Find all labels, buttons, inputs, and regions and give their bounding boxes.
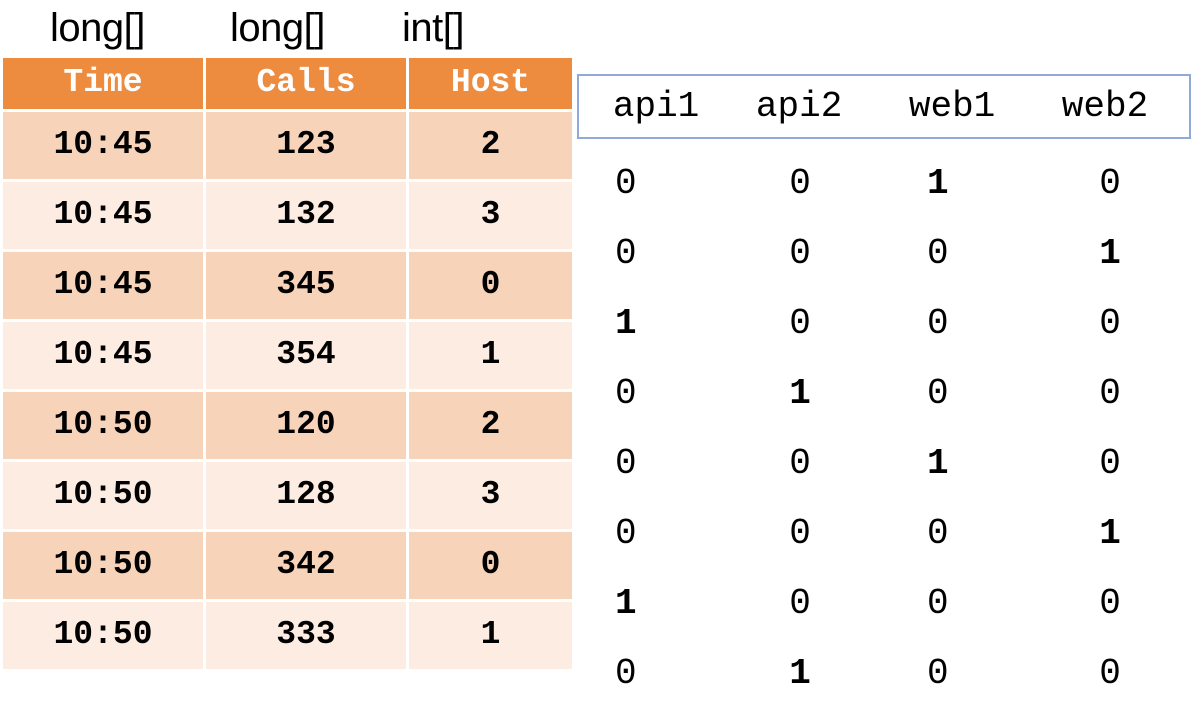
table-cell: 10:45 — [3, 322, 203, 389]
onehot-cell: 0 — [585, 653, 725, 694]
table-cell: 342 — [206, 532, 406, 599]
table-cell: 0 — [409, 252, 572, 319]
table-row: 10:501283 — [3, 462, 572, 529]
onehot-cell: 0 — [1035, 163, 1185, 204]
table-cell: 333 — [206, 602, 406, 669]
onehot-cell: 0 — [875, 233, 1035, 274]
onehot-cell: 0 — [585, 513, 725, 554]
type-label-host: int[] — [402, 6, 552, 55]
onehot-row: 0100 — [577, 653, 1191, 723]
type-label-calls: long[] — [230, 6, 402, 55]
onehot-cell: 1 — [585, 303, 725, 344]
col-header-calls: Calls — [206, 58, 406, 109]
onehot-cell: 0 — [1035, 583, 1185, 624]
onehot-col-api2: api2 — [725, 86, 873, 127]
onehot-cell: 0 — [585, 443, 725, 484]
onehot-cell: 0 — [585, 163, 725, 204]
left-panel: long[] long[] int[] Time Calls Host 10:4… — [0, 0, 575, 672]
onehot-cell: 0 — [725, 303, 875, 344]
onehot-cell: 0 — [725, 583, 875, 624]
table-cell: 10:50 — [3, 532, 203, 599]
onehot-panel: api1 api2 web1 web2 00100001100001000010… — [577, 74, 1191, 723]
onehot-row: 1000 — [577, 583, 1191, 653]
table-cell: 0 — [409, 532, 572, 599]
table-cell: 345 — [206, 252, 406, 319]
onehot-cell: 1 — [875, 163, 1035, 204]
table-row: 10:501202 — [3, 392, 572, 459]
onehot-cell: 0 — [875, 583, 1035, 624]
onehot-body: 00100001100001000010000110000100 — [577, 139, 1191, 723]
onehot-cell: 0 — [585, 373, 725, 414]
table-cell: 10:45 — [3, 182, 203, 249]
table-cell: 123 — [206, 112, 406, 179]
onehot-cell: 0 — [1035, 373, 1185, 414]
col-header-time: Time — [3, 58, 203, 109]
onehot-cell: 0 — [875, 303, 1035, 344]
table-cell: 10:45 — [3, 112, 203, 179]
onehot-cell: 0 — [875, 653, 1035, 694]
onehot-cell: 0 — [725, 513, 875, 554]
table-row: 10:503420 — [3, 532, 572, 599]
table-cell: 1 — [409, 602, 572, 669]
onehot-col-web2: web2 — [1031, 86, 1179, 127]
onehot-row: 0001 — [577, 233, 1191, 303]
onehot-cell: 0 — [725, 443, 875, 484]
table-cell: 2 — [409, 392, 572, 459]
onehot-cell: 1 — [725, 373, 875, 414]
table-cell: 3 — [409, 462, 572, 529]
table-cell: 1 — [409, 322, 572, 389]
table-row: 10:453450 — [3, 252, 572, 319]
onehot-row: 1000 — [577, 303, 1191, 373]
table-cell: 10:50 — [3, 602, 203, 669]
onehot-cell: 0 — [875, 373, 1035, 414]
table-cell: 128 — [206, 462, 406, 529]
col-header-host: Host — [409, 58, 572, 109]
onehot-cell: 0 — [725, 233, 875, 274]
onehot-col-web1: web1 — [873, 86, 1031, 127]
table-cell: 2 — [409, 112, 572, 179]
table-row: 10:453541 — [3, 322, 572, 389]
onehot-col-api1: api1 — [587, 86, 725, 127]
onehot-cell: 1 — [1035, 233, 1185, 274]
onehot-cell: 1 — [585, 583, 725, 624]
table-cell: 10:50 — [3, 462, 203, 529]
onehot-row: 0010 — [577, 443, 1191, 513]
onehot-row: 0010 — [577, 163, 1191, 233]
table-cell: 354 — [206, 322, 406, 389]
onehot-cell: 0 — [585, 233, 725, 274]
table-cell: 120 — [206, 392, 406, 459]
onehot-row: 0100 — [577, 373, 1191, 443]
onehot-cell: 1 — [1035, 513, 1185, 554]
table-row: 10:451232 — [3, 112, 572, 179]
main-data-table: Time Calls Host 10:45123210:45132310:453… — [0, 55, 575, 672]
onehot-cell: 0 — [1035, 303, 1185, 344]
onehot-cell: 0 — [1035, 653, 1185, 694]
type-label-time: long[] — [50, 6, 230, 55]
table-cell: 132 — [206, 182, 406, 249]
onehot-cell: 1 — [875, 443, 1035, 484]
onehot-cell: 0 — [875, 513, 1035, 554]
onehot-cell: 0 — [725, 163, 875, 204]
table-row: 10:503331 — [3, 602, 572, 669]
onehot-header: api1 api2 web1 web2 — [577, 74, 1191, 139]
table-cell: 10:50 — [3, 392, 203, 459]
table-row: 10:451323 — [3, 182, 572, 249]
table-cell: 3 — [409, 182, 572, 249]
onehot-cell: 0 — [1035, 443, 1185, 484]
onehot-row: 0001 — [577, 513, 1191, 583]
onehot-cell: 1 — [725, 653, 875, 694]
table-cell: 10:45 — [3, 252, 203, 319]
type-labels-row: long[] long[] int[] — [0, 0, 575, 55]
